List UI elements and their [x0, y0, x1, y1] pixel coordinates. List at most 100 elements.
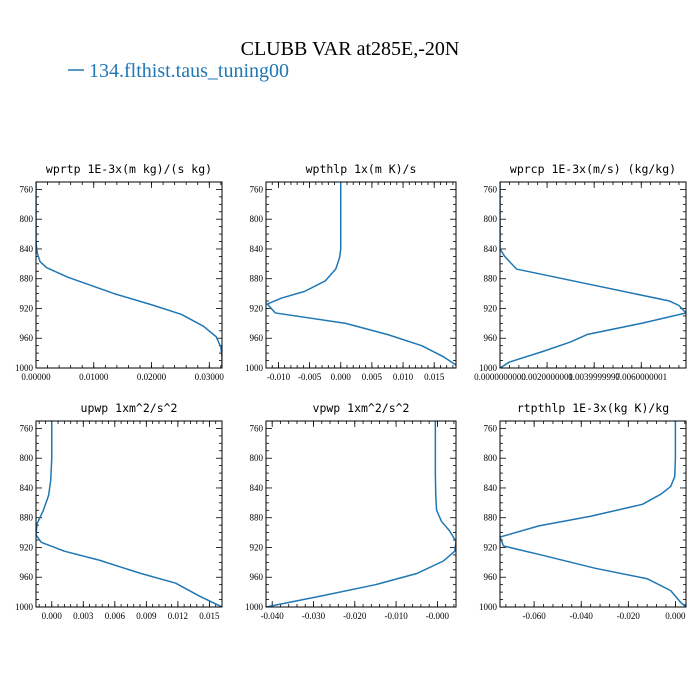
y-tick-label: 1000	[479, 363, 498, 373]
x-tick-label: 0.0060000001	[615, 372, 667, 382]
y-tick-label: 880	[250, 513, 264, 523]
y-tick-label: 920	[484, 303, 498, 313]
y-tick-label: 880	[20, 274, 34, 284]
panel-4: upwp 1xm^2/s^2 760 800 840 880 920 960 1000 0.00…	[15, 401, 223, 621]
panel-6: rtpthlp 1E-3x(kg K)/kg 760 800 840 880 920 960…	[479, 401, 687, 621]
x-tick-label: 0.012	[168, 611, 188, 621]
x-tick-label: 0.015	[199, 611, 220, 621]
y-tick-label: 760	[250, 423, 264, 433]
x-tick-label: 0.03000	[195, 372, 225, 382]
x-tick-label: -0.005	[298, 372, 322, 382]
panel-1: wprtp 1E-3x(m kg)/(s kg) 760 800 840 880 920 9…	[15, 162, 224, 382]
y-tick-label: 960	[484, 333, 498, 343]
x-tick-label: 0.02000	[137, 372, 167, 382]
panel-frame	[35, 181, 223, 369]
y-tick-label: 840	[250, 483, 264, 493]
x-tick-label: 0.015	[424, 372, 445, 382]
panel-frame	[499, 181, 687, 369]
y-tick-label: 1000	[245, 363, 264, 373]
panel-5: vpwp 1xm^2/s^27608008408809209601000-0.0…	[245, 401, 457, 621]
y-tick-label: 960	[250, 333, 264, 343]
x-tick-label: -0.020	[617, 611, 641, 621]
y-tick-label: 840	[20, 244, 34, 254]
y-tick-label: 800	[20, 214, 34, 224]
x-tick-label: 0.0020000001	[521, 372, 573, 382]
series-line-1	[266, 182, 456, 366]
y-tick-label: 840	[20, 483, 34, 493]
x-tick-label: -0.040	[261, 611, 285, 621]
x-tick-label: 0.006	[105, 611, 126, 621]
y-tick-label: 760	[484, 423, 498, 433]
y-tick-label: 840	[484, 244, 498, 254]
panel-3: wprcp 1E-3x(m/s) (kg/kg) 760 800 840 880 920 9…	[474, 162, 687, 382]
x-tick-label: -0.010	[384, 611, 408, 621]
panel-title: upwp 1xm^2/s^2	[81, 401, 178, 415]
x-tick-label: 0.01000	[79, 372, 109, 382]
y-tick-label: 840	[250, 244, 264, 254]
y-tick-label: 800	[484, 453, 498, 463]
panel-2: wpthlp 1x(m K)/s7608008408809209601000-0…	[245, 162, 457, 382]
x-tick-label: 0.000	[331, 372, 352, 382]
legend: 134.flthist.taus_tuning00	[68, 60, 289, 82]
x-tick-label: -0.010	[267, 372, 291, 382]
series-line-1	[36, 421, 222, 607]
y-tick-label: 880	[250, 274, 264, 284]
series-line-1	[266, 421, 456, 607]
x-tick-label: 0.005	[362, 372, 383, 382]
panels: wprtp 1E-3x(m kg)/(s kg) 760 800 840 880 920 9…	[15, 162, 687, 621]
x-tick-label: 0.00000	[21, 372, 51, 382]
y-tick-label: 960	[250, 572, 264, 582]
x-tick-label: -0.030	[302, 611, 326, 621]
x-tick-label: -0.060	[523, 611, 547, 621]
y-tick-label: 880	[20, 513, 34, 523]
x-tick-label: -0.020	[343, 611, 367, 621]
y-tick-label: 1000	[479, 602, 498, 612]
y-tick-label: 800	[250, 214, 264, 224]
y-tick-label: 920	[250, 542, 264, 552]
x-tick-label: 0.010	[393, 372, 414, 382]
x-tick-label: 0.000	[665, 611, 686, 621]
panel-title: wprtp 1E-3x(m kg)/(s kg)	[46, 162, 212, 176]
series-line-1	[500, 421, 686, 607]
panel-frame	[265, 420, 457, 608]
panel-title: wpthlp 1x(m K)/s	[306, 162, 417, 176]
x-tick-label: 0.0000000000	[474, 372, 526, 382]
y-tick-label: 1000	[245, 602, 264, 612]
x-tick-label: 0.003	[73, 611, 94, 621]
x-tick-label: 0.009	[136, 611, 157, 621]
y-tick-label: 960	[20, 572, 34, 582]
panel-frame	[265, 181, 457, 369]
y-tick-label: 960	[484, 572, 498, 582]
y-tick-label: 880	[484, 274, 498, 284]
y-tick-label: 1000	[15, 363, 34, 373]
y-tick-label: 960	[20, 333, 34, 343]
series-line-1	[500, 182, 686, 368]
x-tick-label: 0.000	[42, 611, 63, 621]
y-tick-label: 760	[20, 184, 34, 194]
x-tick-label: 0.0039999997	[568, 372, 620, 382]
panel-frame	[499, 420, 687, 608]
y-tick-label: 760	[20, 423, 34, 433]
y-tick-label: 760	[250, 184, 264, 194]
y-tick-label: 760	[484, 184, 498, 194]
y-tick-label: 880	[484, 513, 498, 523]
y-tick-label: 920	[484, 542, 498, 552]
x-tick-label: -0.040	[570, 611, 594, 621]
x-tick-label: -0.000	[426, 611, 450, 621]
y-tick-label: 1000	[15, 602, 34, 612]
y-tick-label: 800	[20, 453, 34, 463]
y-tick-label: 920	[250, 303, 264, 313]
y-tick-label: 920	[20, 542, 34, 552]
panel-title: wprcp 1E-3x(m/s) (kg/kg)	[510, 162, 676, 176]
y-tick-label: 800	[484, 214, 498, 224]
panel-title: rtpthlp 1E-3x(kg K)/kg	[517, 401, 669, 415]
legend-label: 134.flthist.taus_tuning00	[89, 60, 289, 82]
series-line-1	[36, 182, 222, 368]
y-tick-label: 840	[484, 483, 498, 493]
y-tick-label: 920	[20, 303, 34, 313]
panel-title: vpwp 1xm^2/s^2	[313, 401, 410, 415]
figure-title: CLUBB VAR at285E,-20N	[241, 38, 460, 60]
panel-frame	[35, 420, 223, 608]
y-tick-label: 800	[250, 453, 264, 463]
